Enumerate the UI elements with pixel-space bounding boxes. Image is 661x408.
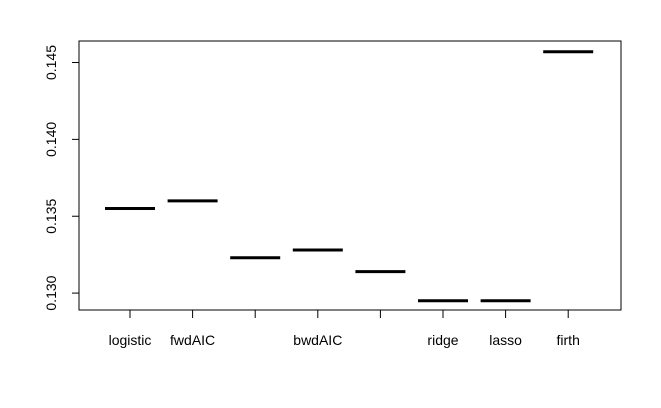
x-tick-label: fwdAIC xyxy=(170,332,215,348)
plot-frame xyxy=(78,40,622,311)
y-tick-label: 0.145 xyxy=(43,45,59,80)
x-tick-label: lasso xyxy=(489,332,522,348)
data-marks xyxy=(105,50,594,303)
y-tick-label: 0.135 xyxy=(43,199,59,234)
x-tick-label: firth xyxy=(557,332,580,348)
x-axis-ticks: logistic fwdAIC bwdAIC ridge lasso firth xyxy=(109,310,580,348)
x-tick-label: ridge xyxy=(427,332,458,348)
y-axis-ticks: 0.130 0.135 0.140 0.145 xyxy=(43,45,79,311)
x-tick-label: bwdAIC xyxy=(293,332,342,348)
y-tick-label: 0.140 xyxy=(43,122,59,157)
x-tick-label: logistic xyxy=(109,332,152,348)
y-tick-label: 0.130 xyxy=(43,275,59,310)
